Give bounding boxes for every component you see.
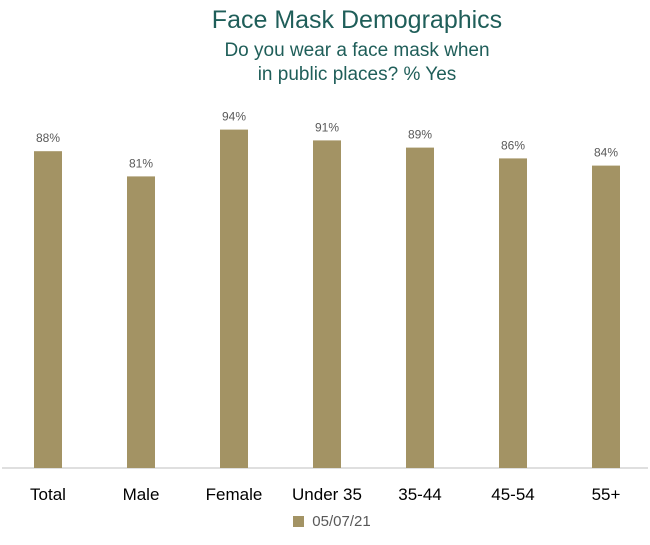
bar-under-35 (313, 140, 341, 468)
data-label: 94% (222, 110, 246, 124)
data-label: 84% (594, 146, 618, 160)
bar-45-54 (499, 158, 527, 468)
category-label: Under 35 (292, 485, 362, 504)
chart-subtitle-line-1: Do you wear a face mask when (224, 40, 490, 61)
bar-male (127, 176, 155, 468)
category-label: Female (206, 485, 263, 504)
data-label: 89% (408, 128, 432, 142)
category-label: Total (30, 485, 66, 504)
data-label: 86% (501, 138, 525, 152)
bar-35-44 (406, 147, 434, 468)
legend-label: 05/07/21 (312, 513, 371, 530)
category-label: 55+ (592, 485, 621, 504)
legend-swatch (293, 516, 305, 527)
bar-total (34, 151, 62, 468)
chart-title: Face Mask Demographics (211, 6, 503, 34)
category-label: Male (123, 485, 160, 504)
chart-legend: 05/07/21 (0, 513, 650, 530)
category-label: 35-44 (398, 485, 441, 504)
bar-chart: 88% Total 81% Male 94% Female 91% Under 35 89% 35… (2, 110, 648, 504)
chart-subtitle-line-2: in public places? % Yes (257, 64, 457, 85)
data-label: 81% (129, 156, 153, 170)
bar-female (220, 129, 248, 468)
data-label: 88% (36, 131, 60, 145)
bar-55- (592, 165, 620, 468)
data-label: 91% (315, 120, 339, 134)
category-label: 45-54 (491, 485, 534, 504)
